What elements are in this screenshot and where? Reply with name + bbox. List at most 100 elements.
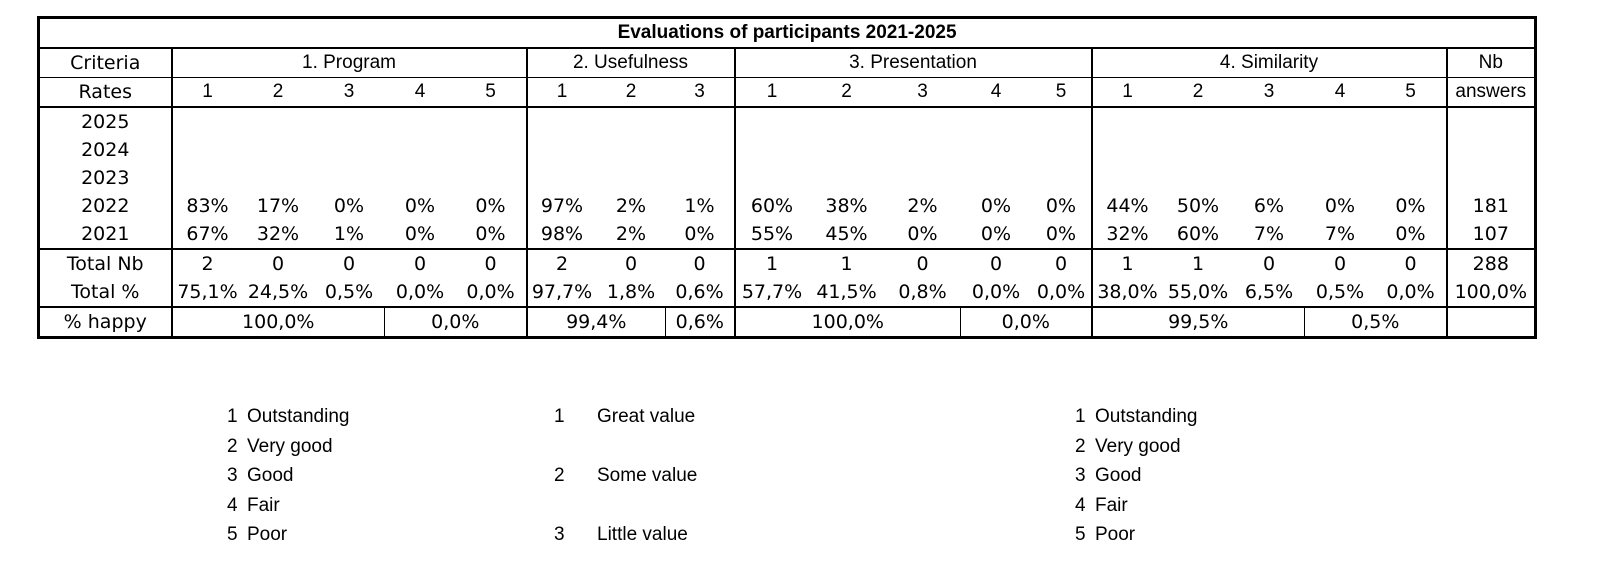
total-value-cell: 1	[840, 253, 853, 275]
value-cell	[1031, 164, 1093, 192]
legend-number: 5	[1075, 524, 1086, 545]
legend-item: 3 Good	[227, 461, 349, 491]
total-value-cell: 1,8%	[596, 278, 666, 308]
value-cell	[1234, 164, 1305, 192]
legend-text: Very good	[1095, 435, 1181, 457]
value-cell	[665, 107, 736, 136]
value-cell: 0%	[1375, 192, 1448, 220]
value-cell: 32%	[1091, 220, 1163, 250]
value-cell	[527, 164, 597, 192]
value-cell	[885, 107, 961, 136]
value-cell: 1%	[313, 220, 385, 250]
nb-answers-cell: 181	[1472, 195, 1509, 217]
legend-text: Outstanding	[247, 406, 350, 427]
group-similarity-header: 4. Similarity	[1091, 48, 1448, 78]
value-cell	[1305, 107, 1376, 136]
total-value-cell: 0,0%	[455, 278, 528, 308]
value-cell	[1163, 107, 1234, 136]
legend-text: Great value	[597, 406, 696, 427]
value-cell: 83%	[186, 195, 229, 217]
value-cell: 50%	[1176, 195, 1220, 217]
total-value-cell: 75,1%	[171, 278, 243, 308]
criteria-row: Criteria 1. Program 2. Usefulness 3. Pre…	[38, 48, 1536, 78]
total-value-cell: 6,5%	[1233, 278, 1305, 308]
value-cell	[1163, 164, 1234, 192]
value-cell: 0%	[1375, 220, 1448, 250]
value-cell	[172, 107, 243, 136]
value-cell: 17%	[256, 195, 300, 217]
rate-header: 1	[1091, 77, 1163, 108]
value-cell	[735, 136, 809, 164]
year-row-2024: 2024	[38, 136, 1536, 164]
total-value-cell: 0,8%	[884, 278, 961, 308]
happy-label: % happy	[38, 307, 173, 338]
legend-number: 5	[227, 524, 238, 545]
legend-item: 1 Great value	[554, 402, 697, 432]
value-cell	[1305, 136, 1376, 164]
value-cell	[961, 136, 1032, 164]
value-cell	[665, 136, 736, 164]
value-cell: 55%	[734, 220, 809, 250]
total-value-cell: 0	[1262, 253, 1276, 275]
legend-text: Fair	[1095, 494, 1128, 516]
value-cell	[1092, 164, 1163, 192]
value-cell: 2%	[615, 195, 647, 217]
rate-header: 1	[526, 77, 597, 108]
value-cell: 1%	[665, 192, 736, 220]
year-label: 2025	[38, 107, 173, 136]
table-title: Evaluations of participants 2021-2025	[38, 17, 1536, 49]
value-cell: 0%	[1324, 195, 1356, 217]
rate-header: 3	[1233, 77, 1305, 108]
value-cell	[1305, 164, 1376, 192]
legend-spacer	[554, 491, 697, 521]
value-cell: 45%	[808, 220, 885, 250]
value-cell	[314, 107, 385, 136]
legend-number: 2	[1075, 435, 1086, 457]
rates-label: Rates	[38, 77, 173, 108]
legend-value-scale: 1 Great value 2 Some value 3 Little value	[554, 402, 697, 550]
happy-value-cell: 0,5%	[1304, 307, 1448, 338]
rate-header: 4	[384, 77, 456, 108]
rate-header: 3	[313, 77, 385, 108]
rate-header: 2	[808, 77, 885, 108]
legend-item: 2 Very good	[227, 432, 349, 462]
value-cell: 0%	[960, 220, 1032, 250]
rate-header: 4	[960, 77, 1032, 108]
value-cell: 6%	[1253, 195, 1285, 217]
total-value-cell: 0,0%	[1031, 278, 1093, 308]
value-cell: 60%	[1162, 220, 1234, 250]
value-cell	[314, 136, 385, 164]
legend-item: 1 Outstanding	[227, 402, 349, 432]
value-cell: 7%	[1233, 220, 1305, 250]
rate-header: 2	[1162, 77, 1234, 108]
legend-number: 3	[227, 465, 238, 486]
legend-text: Good	[1095, 465, 1142, 486]
nb-answers-cell	[1447, 164, 1536, 192]
value-cell: 0%	[1031, 192, 1093, 220]
nb-answers-cell: 107	[1446, 220, 1536, 250]
total-nb-answers-cell: 288	[1472, 253, 1509, 275]
evaluations-table: Evaluations of participants 2021-2025 Cr…	[37, 16, 1538, 339]
total-value-cell: 2	[555, 253, 569, 275]
total-value-cell: 2	[201, 253, 214, 275]
total-value-cell: 0,0%	[960, 278, 1032, 308]
legend-item: 2 Very good	[1075, 432, 1197, 462]
legend-text: Very good	[247, 435, 333, 457]
legend-item: 3 Little value	[554, 520, 697, 550]
happy-value-cell: 0,0%	[384, 307, 528, 338]
value-cell: 7%	[1304, 220, 1376, 250]
value-cell	[385, 164, 456, 192]
value-cell: 0%	[665, 220, 736, 250]
total-nb-row: Total Nb 2 0 0 0 0 2 0 0 1 1 0 0 0 1 1 0 0 0 288	[38, 249, 1536, 278]
legend-item: 5 Poor	[227, 520, 349, 550]
year-label: 2024	[38, 136, 173, 164]
legend-number: 4	[1075, 494, 1086, 516]
legend-number: 3	[554, 524, 565, 545]
rate-header: 2	[242, 77, 314, 108]
value-cell: 97%	[540, 195, 584, 217]
value-cell	[1234, 136, 1305, 164]
value-cell: 2%	[907, 195, 938, 217]
total-value-cell: 0,5%	[313, 278, 385, 308]
happy-value-cell: 100,0%	[734, 307, 961, 338]
total-nb-answers-cell: 100,0%	[1446, 278, 1536, 308]
